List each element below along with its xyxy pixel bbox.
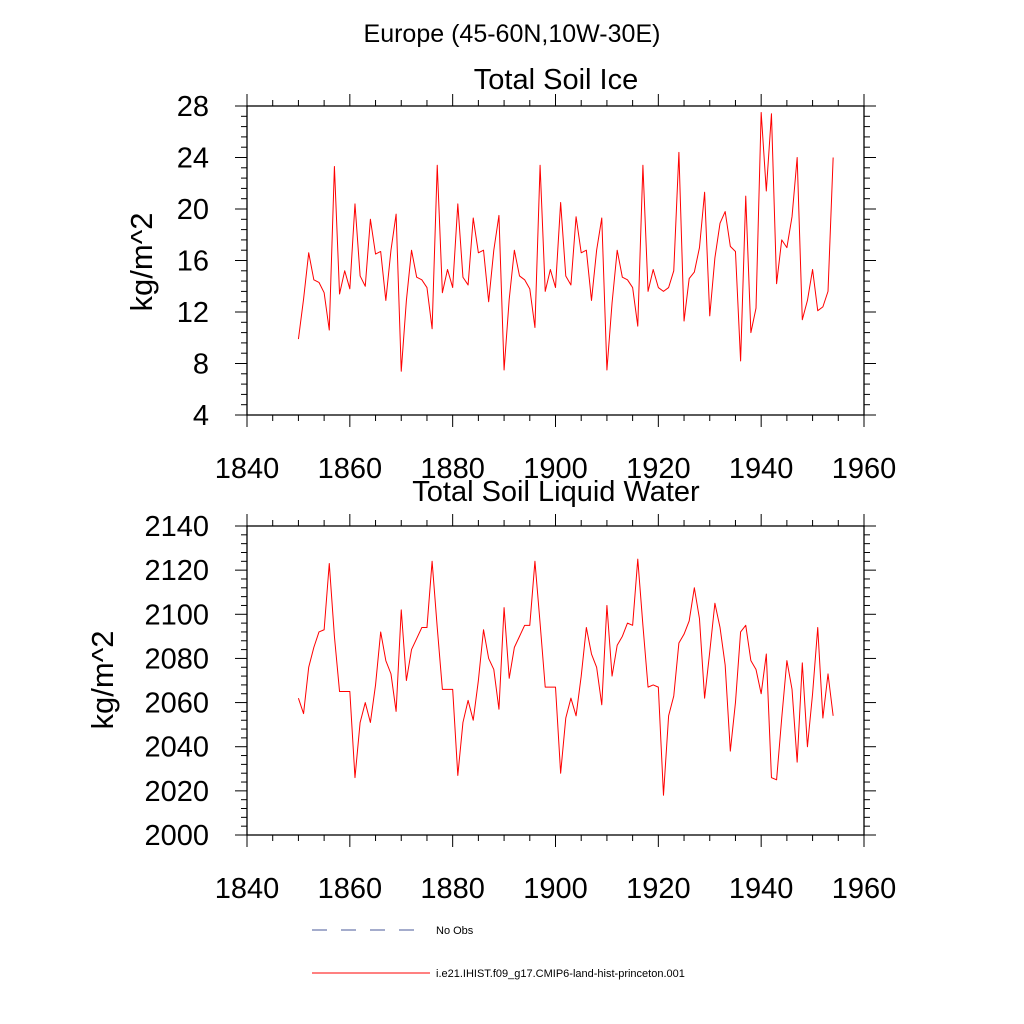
- tick-labels-soil-ice: 1840 1860 1880 1900 1920 1940 1960 4 8 12 16 20 24 28: [177, 91, 897, 485]
- y-tick-label: 2040: [144, 732, 209, 764]
- plot-frame-soil-liquid-water: [246, 525, 865, 836]
- y-tick-label: 4: [193, 400, 209, 432]
- y-tick-label: 2140: [144, 511, 209, 543]
- panel-total-soil-ice: Total Soil Ice kg/m^2 1840 1860 1880 1900 19…: [124, 64, 896, 485]
- y-tick-label: 2080: [144, 643, 209, 675]
- y-tick-label: 2020: [144, 776, 209, 808]
- x-tick-label: 1900: [523, 453, 588, 485]
- x-tick-label: 1860: [318, 873, 383, 905]
- y-tick-label: 12: [177, 297, 209, 329]
- y-tick-label: 24: [177, 143, 209, 175]
- x-tick-label: 1960: [832, 453, 897, 485]
- y-tick-label: 2060: [144, 688, 209, 720]
- y-tick-label: 8: [193, 349, 209, 381]
- x-tick-label: 1840: [215, 873, 280, 905]
- plot-frame-soil-ice: [246, 105, 865, 416]
- panel-total-soil-liquid-water: Total Soil Liquid Water kg/m^2 1840 1860 1…: [85, 476, 896, 905]
- panel-title-soil-ice: Total Soil Ice: [474, 64, 638, 96]
- y-tick-label: 20: [177, 194, 209, 226]
- x-tick-label: 1920: [626, 873, 691, 905]
- legend: No Obs i.e21.IHIST.f09_g17.CMIP6-land-hi…: [312, 925, 685, 980]
- tick-labels-soil-liquid-water: 1840 1860 1880 1900 1920 1940 1960 2000 2020 2040…: [144, 511, 896, 905]
- legend-model-label: i.e21.IHIST.f09_g17.CMIP6-land-hist-prin…: [436, 968, 685, 980]
- x-tick-label: 1860: [318, 453, 383, 485]
- y-tick-label: 16: [177, 246, 209, 278]
- y-tick-label: 2100: [144, 599, 209, 631]
- x-tick-label: 1880: [420, 453, 485, 485]
- y-axis-label-soil-ice: kg/m^2: [124, 213, 159, 312]
- ticks-soil-ice: [235, 94, 876, 427]
- ticks-soil-liquid-water: [235, 514, 876, 847]
- y-axis-label-soil-liquid-water: kg/m^2: [85, 631, 120, 730]
- series-line: [297, 558, 834, 796]
- x-tick-label: 1880: [420, 873, 485, 905]
- x-tick-label: 1840: [215, 453, 280, 485]
- y-tick-label: 2000: [144, 820, 209, 852]
- suptitle: Europe (45-60N,10W-30E): [364, 20, 661, 48]
- legend-obs-label: No Obs: [436, 925, 474, 937]
- series-soil-liquid-water: [297, 558, 834, 796]
- series-soil-ice: [297, 111, 834, 372]
- x-tick-label: 1940: [729, 453, 794, 485]
- x-tick-label: 1920: [626, 453, 691, 485]
- x-tick-label: 1940: [729, 873, 794, 905]
- y-tick-label: 2120: [144, 555, 209, 587]
- x-tick-label: 1900: [523, 873, 588, 905]
- x-tick-label: 1960: [832, 873, 897, 905]
- y-tick-label: 28: [177, 91, 209, 123]
- series-line: [297, 111, 834, 372]
- panel-title-soil-liquid-water: Total Soil Liquid Water: [412, 476, 700, 508]
